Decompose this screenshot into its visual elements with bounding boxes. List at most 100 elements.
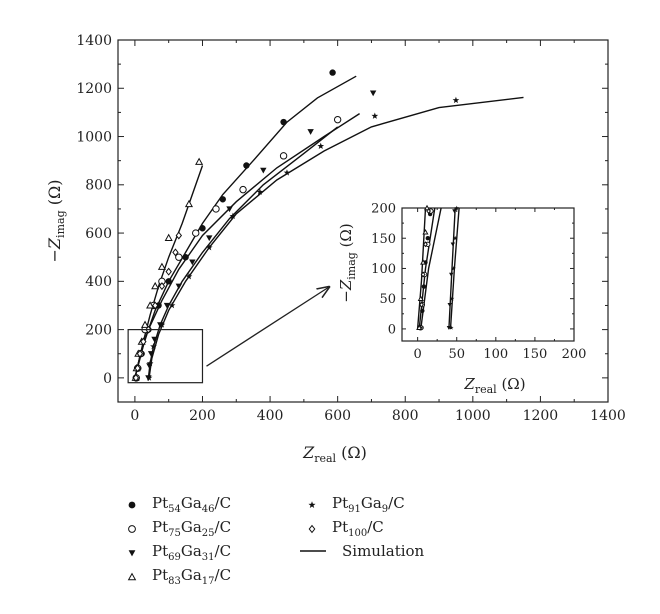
marker bbox=[420, 308, 425, 313]
inset-y-tick-label: 0 bbox=[388, 322, 396, 337]
marker bbox=[371, 112, 379, 119]
marker bbox=[420, 271, 426, 278]
marker bbox=[151, 336, 158, 343]
marker bbox=[165, 267, 172, 276]
main-y-tick-label: 400 bbox=[85, 274, 112, 290]
marker bbox=[421, 284, 427, 289]
legend-label: Pt69Ga31/C bbox=[152, 542, 232, 563]
marker bbox=[172, 248, 179, 257]
legend-item: Pt75Ga25/C bbox=[120, 518, 231, 539]
main-x-tick-label: 800 bbox=[392, 408, 419, 424]
marker bbox=[451, 266, 456, 271]
main-y-tick-label: 1400 bbox=[76, 33, 112, 49]
x-axis-label: Zreal (Ω) bbox=[302, 443, 367, 465]
main-x-tick-label: 200 bbox=[189, 408, 216, 424]
marker bbox=[279, 152, 288, 160]
marker bbox=[185, 272, 193, 280]
main-y-tick-label: 0 bbox=[103, 371, 112, 387]
inset-y-axis-label: −Zimag (Ω) bbox=[337, 223, 358, 302]
legend-marker-icon bbox=[128, 501, 136, 508]
zoom-box bbox=[127, 329, 204, 384]
marker bbox=[175, 253, 183, 261]
marker bbox=[168, 301, 176, 309]
marker bbox=[184, 199, 194, 208]
main-y-tick-label: 1200 bbox=[76, 81, 112, 97]
marker bbox=[195, 157, 204, 165]
marker bbox=[206, 235, 213, 242]
marker bbox=[308, 500, 316, 508]
marker bbox=[307, 129, 314, 135]
marker bbox=[140, 320, 150, 328]
legend-marker-icon bbox=[300, 550, 326, 552]
marker bbox=[128, 501, 136, 508]
marker bbox=[165, 278, 172, 285]
inset-simulation-line bbox=[448, 207, 456, 329]
marker bbox=[158, 282, 166, 291]
main-y-tick-label: 800 bbox=[85, 178, 112, 194]
marker bbox=[452, 209, 457, 214]
marker bbox=[317, 142, 325, 150]
marker bbox=[450, 242, 456, 247]
main-y-tick-label: 200 bbox=[85, 323, 112, 339]
main-plot: 0 200 400 600 800 1000 1200 1400020040060080010… bbox=[76, 33, 625, 424]
marker bbox=[151, 281, 160, 290]
main-x-tick-label: 400 bbox=[257, 408, 284, 424]
marker bbox=[140, 337, 147, 346]
inset-simulation-line bbox=[420, 207, 442, 329]
legend-label: Pt83Ga17/C bbox=[152, 566, 232, 587]
marker bbox=[199, 225, 206, 232]
legend-marker-icon bbox=[128, 524, 136, 533]
marker bbox=[146, 359, 154, 367]
marker bbox=[151, 301, 159, 310]
inset-y-tick-label: 50 bbox=[379, 292, 396, 307]
legend-label: Pt91Ga9/C bbox=[332, 494, 405, 515]
marker bbox=[157, 262, 166, 270]
marker bbox=[447, 302, 452, 307]
marker bbox=[420, 259, 427, 265]
inset-y-tick-label: 150 bbox=[371, 232, 396, 247]
marker bbox=[308, 524, 316, 533]
marker bbox=[175, 231, 183, 240]
main-plot-frame bbox=[117, 39, 609, 403]
marker bbox=[146, 301, 155, 309]
main-x-tick-label: 0 bbox=[130, 408, 139, 424]
legend-item: Pt100/C bbox=[300, 518, 384, 539]
marker bbox=[422, 228, 429, 235]
legend-marker-icon bbox=[127, 572, 137, 580]
legend-label: Simulation bbox=[342, 542, 425, 560]
simulation-line bbox=[134, 75, 357, 379]
marker bbox=[175, 283, 183, 290]
marker bbox=[256, 188, 264, 195]
marker bbox=[150, 342, 157, 350]
marker bbox=[189, 259, 196, 266]
marker bbox=[145, 374, 153, 381]
marker bbox=[423, 204, 431, 211]
marker bbox=[452, 235, 458, 241]
marker bbox=[448, 325, 454, 330]
marker bbox=[283, 169, 291, 176]
legend-item: Simulation bbox=[300, 542, 424, 560]
marker bbox=[280, 118, 287, 126]
inset-background bbox=[402, 208, 574, 341]
marker bbox=[417, 295, 424, 301]
marker bbox=[127, 572, 137, 580]
marker bbox=[128, 549, 136, 556]
inset-simulation-line bbox=[418, 207, 436, 329]
main-x-tick-label: 1000 bbox=[455, 408, 491, 424]
legend-marker-icon bbox=[308, 500, 316, 508]
inset-x-tick-label: 150 bbox=[522, 347, 547, 362]
legend-item: Pt83Ga17/C bbox=[120, 566, 231, 587]
marker bbox=[136, 349, 144, 358]
marker bbox=[454, 205, 460, 210]
simulation-line bbox=[148, 96, 524, 378]
inset-plot: 0 50 100 150 200 0 50 100 150 200 bbox=[371, 202, 586, 362]
marker bbox=[128, 524, 136, 533]
main-x-tick-label: 1400 bbox=[590, 408, 626, 424]
marker bbox=[147, 351, 155, 357]
main-x-tick-label: 600 bbox=[324, 408, 351, 424]
marker bbox=[419, 301, 424, 308]
legend-label: Pt100/C bbox=[332, 518, 384, 539]
inset-x-tick-label: 100 bbox=[483, 347, 508, 362]
marker bbox=[164, 233, 173, 241]
inset-y-tick-label: 200 bbox=[371, 202, 396, 217]
